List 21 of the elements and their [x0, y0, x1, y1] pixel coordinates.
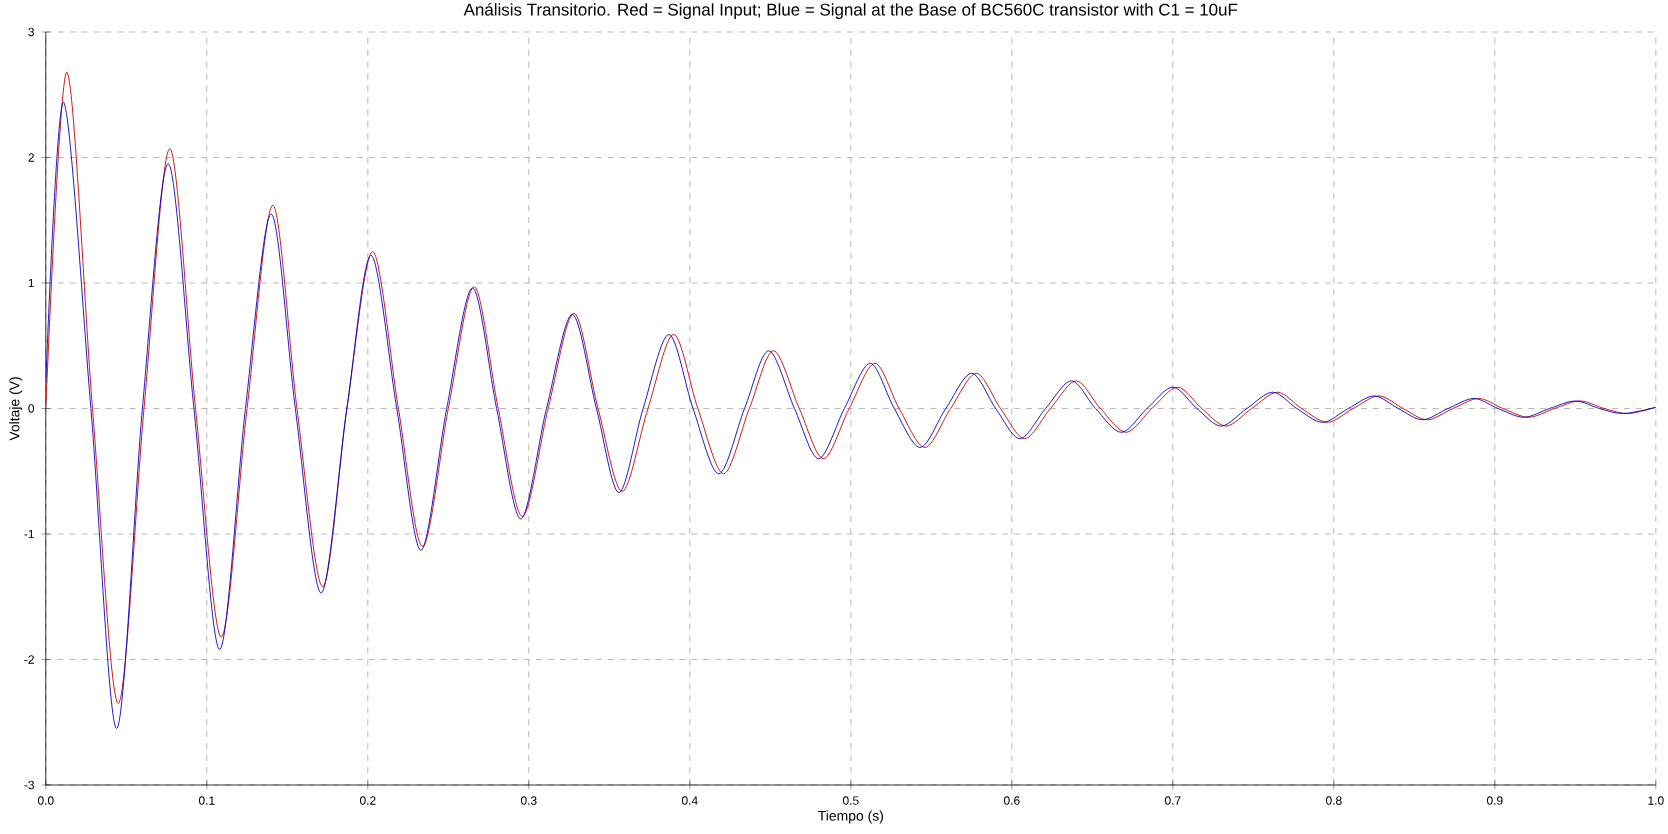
x-tick-label: 0.8 — [1325, 796, 1342, 805]
x-tick-label: 0.5 — [842, 796, 859, 805]
y-tick-label: 1 — [28, 278, 34, 288]
y-tick-label: -3 — [24, 780, 34, 790]
y-tick-label: -2 — [24, 655, 34, 664]
x-tick-label: 1.0 — [1648, 796, 1664, 805]
x-tick-label: 0.0 — [37, 796, 54, 805]
y-tick-label: 0 — [28, 404, 35, 413]
x-tick-label: 0.4 — [681, 796, 698, 805]
x-tick-label: 0.9 — [1486, 796, 1503, 805]
y-tick-label: 3 — [28, 27, 34, 37]
x-tick-label: 0.2 — [359, 796, 376, 805]
y-tick-label: 2 — [28, 153, 34, 162]
y-axis-title: Voltaje (V) — [9, 377, 23, 441]
chart-title: Análisis Transitorio. Red = Signal Input; Blue = Signal at the Base of BC560C transistor with C1 = 10uF — [463, 3, 1238, 19]
x-tick-label: 0.7 — [1164, 796, 1181, 805]
y-tick-label: -1 — [24, 529, 34, 539]
x-axis-title: Tiempo (s) — [818, 810, 883, 824]
x-tick-label: 0.1 — [198, 796, 215, 805]
x-tick-label: 0.3 — [520, 796, 537, 805]
x-tick-label: 0.6 — [1003, 796, 1020, 805]
